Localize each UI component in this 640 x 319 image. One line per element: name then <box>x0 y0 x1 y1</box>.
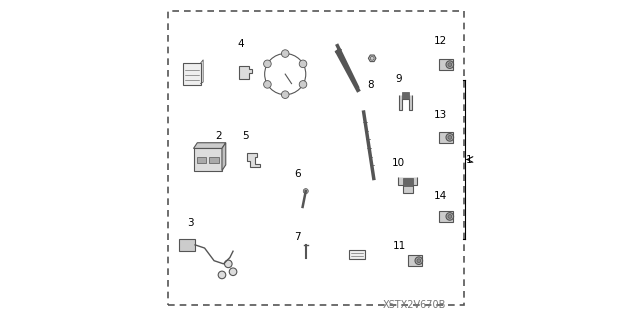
Text: 4: 4 <box>237 39 244 49</box>
Text: 6: 6 <box>294 169 301 179</box>
Bar <box>408 255 422 266</box>
Circle shape <box>264 60 271 68</box>
Text: 11: 11 <box>392 241 406 251</box>
Bar <box>403 178 413 186</box>
Circle shape <box>300 60 307 68</box>
Text: XSTX2V670B: XSTX2V670B <box>383 300 447 310</box>
Text: 12: 12 <box>433 36 447 46</box>
Bar <box>439 59 453 70</box>
Polygon shape <box>247 153 260 167</box>
Text: 8: 8 <box>367 80 374 90</box>
Circle shape <box>282 91 289 99</box>
Bar <box>183 63 200 85</box>
Circle shape <box>448 214 452 218</box>
Polygon shape <box>399 95 412 110</box>
Circle shape <box>303 189 308 194</box>
Bar <box>335 48 342 55</box>
Circle shape <box>229 268 237 276</box>
Text: 13: 13 <box>434 110 447 120</box>
Circle shape <box>417 259 420 263</box>
Bar <box>402 92 408 99</box>
Bar <box>193 148 222 171</box>
Circle shape <box>218 271 226 279</box>
Polygon shape <box>193 143 226 148</box>
Bar <box>196 157 206 163</box>
Circle shape <box>264 81 271 88</box>
Circle shape <box>225 260 232 268</box>
Bar <box>349 250 365 259</box>
Circle shape <box>446 134 454 141</box>
Bar <box>209 157 219 163</box>
Text: 9: 9 <box>395 74 402 84</box>
Polygon shape <box>239 66 252 79</box>
Circle shape <box>448 136 452 139</box>
Text: 1: 1 <box>466 154 472 165</box>
Circle shape <box>446 213 454 220</box>
Bar <box>179 239 195 251</box>
Text: 2: 2 <box>215 131 221 141</box>
Polygon shape <box>399 177 417 193</box>
Text: 10: 10 <box>392 158 405 168</box>
Circle shape <box>282 50 289 57</box>
Text: 14: 14 <box>434 191 447 201</box>
Bar <box>439 132 453 143</box>
Polygon shape <box>222 143 226 171</box>
Polygon shape <box>369 55 376 62</box>
Circle shape <box>448 63 452 67</box>
Circle shape <box>300 81 307 88</box>
Text: 3: 3 <box>187 218 194 228</box>
Circle shape <box>415 257 422 264</box>
Bar <box>439 211 453 222</box>
Text: 5: 5 <box>243 131 249 141</box>
Circle shape <box>446 61 454 69</box>
Text: 7: 7 <box>294 232 301 242</box>
